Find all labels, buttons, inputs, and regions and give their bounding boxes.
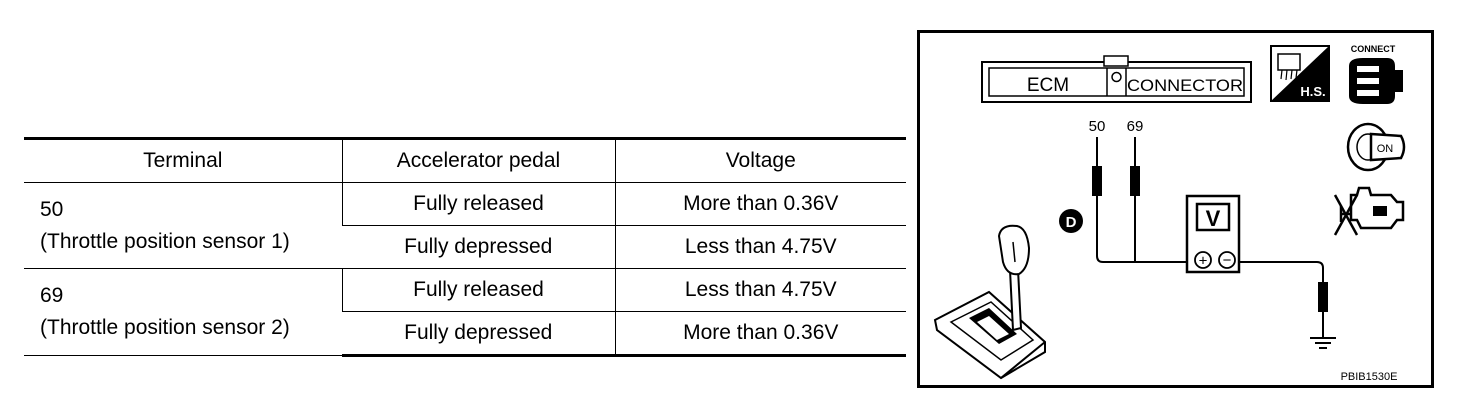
pedal-cell: Fully released bbox=[341, 268, 615, 312]
pin-label-50: 50 bbox=[1089, 118, 1106, 135]
connector-lock-icon bbox=[1111, 71, 1122, 83]
terminal-cell-69: 69 (Throttle position sensor 2) bbox=[24, 268, 342, 356]
ignition-on-icon: ON bbox=[1346, 122, 1406, 172]
connector-label-connector: CONNECTOR bbox=[1127, 76, 1243, 95]
drive-gear-badge: D bbox=[1059, 209, 1083, 233]
pedal-cell: Fully depressed bbox=[342, 311, 615, 357]
voltmeter-icon: V + − bbox=[1185, 194, 1241, 274]
voltage-cell: Less than 4.75V bbox=[614, 225, 906, 269]
probe-wires bbox=[1092, 137, 1328, 322]
table-row: 50 (Throttle position sensor 1) Fully re… bbox=[24, 182, 906, 269]
ecm-connector: ECM CONNECTOR bbox=[981, 55, 1252, 103]
hs-label: H.S. bbox=[1300, 84, 1325, 99]
terminal-sensor: (Throttle position sensor 2) bbox=[40, 316, 290, 339]
figure-code: PBIB1530E bbox=[1341, 371, 1398, 383]
on-label: ON bbox=[1377, 143, 1394, 155]
ground-icon bbox=[1310, 322, 1336, 349]
engine-icon bbox=[1333, 186, 1405, 236]
selector-lever-icon bbox=[933, 224, 1046, 380]
voltage-cell: More than 0.36V bbox=[614, 182, 906, 226]
terminal-number: 50 bbox=[40, 197, 64, 221]
pedal-cell: Fully released bbox=[341, 182, 615, 226]
voltage-spec-table: Terminal Accelerator pedal Voltage 50 (T… bbox=[24, 137, 906, 357]
negative-terminal: − bbox=[1223, 252, 1232, 269]
voltmeter-label: V bbox=[1206, 206, 1221, 231]
pin-label-69: 69 bbox=[1127, 118, 1144, 135]
gear-label: D bbox=[1066, 214, 1077, 231]
header-terminal: Terminal bbox=[24, 137, 342, 183]
voltage-cell: More than 0.36V bbox=[614, 311, 906, 357]
table-row: 69 (Throttle position sensor 2) Fully re… bbox=[24, 268, 906, 356]
terminal-cell-50: 50 (Throttle position sensor 1) bbox=[24, 182, 342, 269]
table-header-row: Terminal Accelerator pedal Voltage bbox=[24, 137, 906, 183]
terminal-number: 69 bbox=[40, 284, 64, 307]
hs-icon: H.S. bbox=[1270, 45, 1330, 102]
terminal-sensor: (Throttle position sensor 1) bbox=[40, 229, 290, 253]
connect-plug-icon: CONNECT bbox=[1349, 44, 1403, 104]
measurement-diagram: ECM CONNECTOR H.S. CONNECT ON 50 bbox=[917, 30, 1434, 388]
header-voltage: Voltage bbox=[614, 137, 906, 183]
table-row: Fully depressed Less than 4.75V bbox=[24, 225, 906, 269]
connector-label-ecm: ECM bbox=[1027, 75, 1069, 96]
connect-label: CONNECT bbox=[1351, 44, 1396, 54]
positive-terminal: + bbox=[1199, 253, 1208, 270]
voltage-cell: Less than 4.75V bbox=[614, 268, 906, 312]
header-accelerator-pedal: Accelerator pedal bbox=[341, 137, 615, 183]
table-row: Fully depressed More than 0.36V bbox=[24, 311, 906, 357]
pedal-cell: Fully depressed bbox=[342, 225, 615, 269]
